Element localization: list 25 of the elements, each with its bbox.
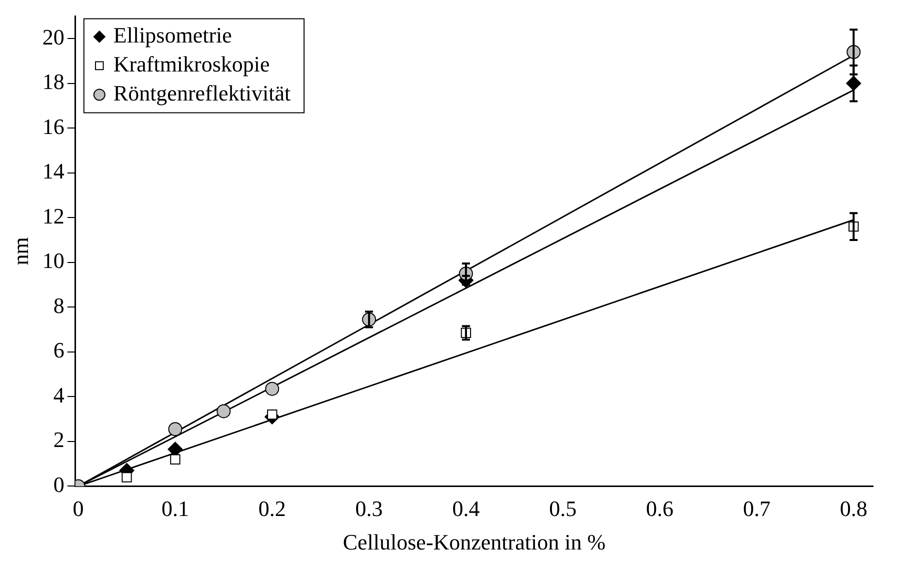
x-tick-label: 0.6	[646, 496, 674, 522]
y-tick-label: 16	[42, 114, 64, 139]
x-tick-label: 0.8	[840, 496, 868, 522]
y-tick-label: 8	[53, 292, 64, 318]
x-tick-label: 0.3	[355, 496, 383, 522]
y-tick-label: 10	[42, 248, 64, 274]
y-tick-label: 2	[53, 427, 64, 452]
legend-label: Ellipsometrie	[113, 22, 232, 48]
x-tick-label: 0.5	[549, 496, 577, 522]
legend-label: Kraftmikroskopie	[113, 51, 270, 76]
y-tick-label: 14	[42, 158, 64, 184]
x-tick-label: 0.2	[258, 496, 286, 522]
x-axis-title: Cellulose-Konzentration in %	[342, 530, 606, 555]
y-tick-label: 18	[42, 69, 64, 94]
x-tick-label: 0.1	[161, 496, 189, 522]
x-tick-label: 0.7	[742, 496, 770, 522]
y-axis-title: nm	[8, 237, 33, 266]
y-tick-label: 4	[53, 382, 64, 408]
y-tick-label: 12	[42, 203, 64, 228]
y-tick-label: 20	[42, 24, 64, 50]
x-tick-label: 0	[72, 496, 84, 522]
y-tick-label: 6	[53, 338, 64, 363]
y-tick-label: 0	[53, 472, 64, 497]
legend-label: Röntgenreflektivität	[113, 80, 291, 106]
x-tick-label: 0.4	[452, 496, 480, 522]
